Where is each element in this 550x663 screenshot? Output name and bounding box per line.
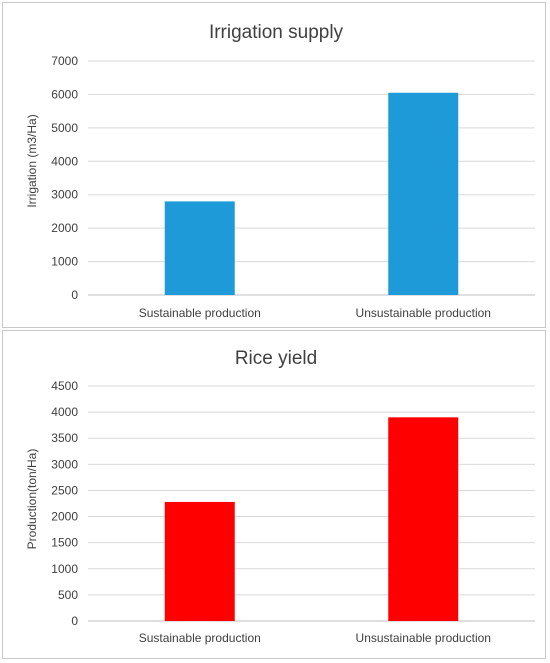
- plot-area: 0 1000 2000 3000 4000 5000 6000 7000 Sustainable…: [51, 54, 535, 320]
- y-tick-label: 2000: [51, 221, 78, 235]
- y-tick-label: 4000: [51, 154, 78, 168]
- bar: [388, 92, 459, 295]
- y-tick-label: 3500: [51, 431, 78, 445]
- y-axis-label: Irrigation (m3/Ha): [25, 114, 39, 207]
- bar: [164, 501, 235, 621]
- x-category-label: Unsustainable production: [356, 306, 491, 320]
- bar: [388, 417, 459, 621]
- y-tick-label: 2000: [51, 510, 78, 524]
- rice-yield-chart: Rice yield Production(ton/Ha) 0 500 1000 15…: [25, 348, 535, 645]
- y-tick-label: 1000: [51, 255, 78, 269]
- x-category-label: Unsustainable production: [356, 631, 491, 645]
- y-tick-label: 500: [58, 588, 78, 602]
- chart-title: Irrigation supply: [209, 22, 344, 43]
- y-tick-label: 6000: [51, 87, 78, 101]
- x-category-label: Sustainable production: [139, 631, 261, 645]
- y-tick-label: 1000: [51, 562, 78, 576]
- y-tick-label: 5000: [51, 121, 78, 135]
- y-tick-label: 1500: [51, 536, 78, 550]
- irrigation-supply-chart: Irrigation supply Irrigation (m3/Ha) 0 10…: [25, 22, 535, 320]
- y-tick-label: 7000: [51, 54, 78, 68]
- y-tick-label: 0: [71, 614, 78, 628]
- y-axis-label: Production(ton/Ha): [25, 449, 39, 550]
- rice-yield-chart-panel: Rice yield Production(ton/Ha) 0 500 1000 15…: [2, 330, 546, 659]
- y-tick-label: 4000: [51, 405, 78, 419]
- chart-title: Rice yield: [235, 348, 317, 369]
- y-tick-label: 2500: [51, 483, 78, 497]
- irrigation-chart-panel: Irrigation supply Irrigation (m3/Ha) 0 10…: [2, 2, 546, 328]
- plot-area: 0 500 1000 1500 2000 2500 3000 3500 4000 4500 Sust…: [51, 379, 535, 645]
- x-category-label: Sustainable production: [139, 306, 261, 320]
- bar: [164, 201, 235, 295]
- y-tick-label: 0: [71, 288, 78, 302]
- y-tick-label: 3000: [51, 188, 78, 202]
- y-tick-label: 3000: [51, 457, 78, 471]
- y-tick-label: 4500: [51, 379, 78, 393]
